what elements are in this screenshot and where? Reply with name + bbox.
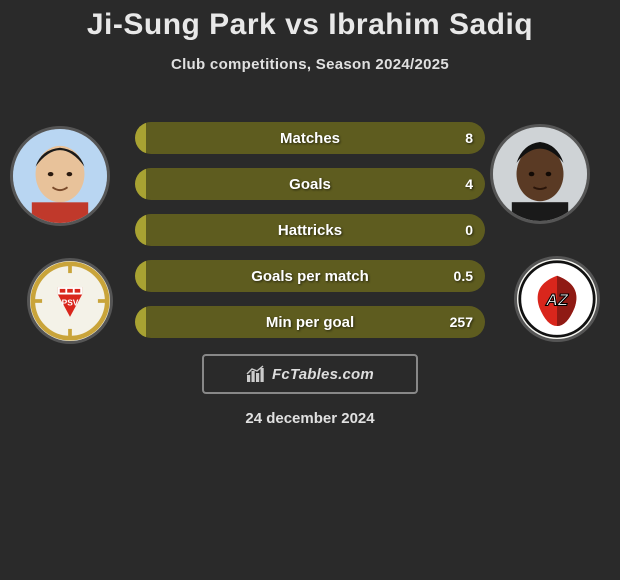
stat-value-right: 4 bbox=[465, 168, 473, 200]
watermark: FcTables.com bbox=[202, 354, 418, 394]
stat-label: Goals bbox=[135, 168, 485, 200]
stat-bar: Matches8 bbox=[135, 122, 485, 154]
player-avatar-right bbox=[490, 124, 590, 224]
stat-bar: Goals4 bbox=[135, 168, 485, 200]
stat-value-right: 257 bbox=[450, 306, 473, 338]
stat-value-right: 8 bbox=[465, 122, 473, 154]
stat-value-right: 0.5 bbox=[454, 260, 473, 292]
stat-bar: Hattricks0 bbox=[135, 214, 485, 246]
stat-value-right: 0 bbox=[465, 214, 473, 246]
club-logo-left: PSV bbox=[27, 258, 113, 344]
psv-logo-icon: PSV bbox=[30, 261, 110, 341]
watermark-text: FcTables.com bbox=[272, 366, 374, 383]
stat-label: Hattricks bbox=[135, 214, 485, 246]
bars-chart-icon bbox=[246, 365, 266, 383]
club-right-text: AZ bbox=[545, 291, 569, 310]
avatar-left-placeholder bbox=[13, 129, 107, 223]
stat-label: Goals per match bbox=[135, 260, 485, 292]
club-left-text: PSV bbox=[62, 298, 79, 308]
az-logo-icon: AZ bbox=[517, 259, 597, 339]
stat-bar: Min per goal257 bbox=[135, 306, 485, 338]
page-title: Ji-Sung Park vs Ibrahim Sadiq bbox=[0, 0, 620, 42]
avatar-right-placeholder bbox=[493, 127, 587, 221]
player-avatar-left bbox=[10, 126, 110, 226]
club-logo-right: AZ bbox=[514, 256, 600, 342]
stat-bar: Goals per match0.5 bbox=[135, 260, 485, 292]
date-line: 24 december 2024 bbox=[0, 410, 620, 427]
subtitle: Club competitions, Season 2024/2025 bbox=[0, 56, 620, 73]
stat-label: Matches bbox=[135, 122, 485, 154]
stat-label: Min per goal bbox=[135, 306, 485, 338]
stats-bars: Matches8Goals4Hattricks0Goals per match0… bbox=[135, 122, 485, 352]
